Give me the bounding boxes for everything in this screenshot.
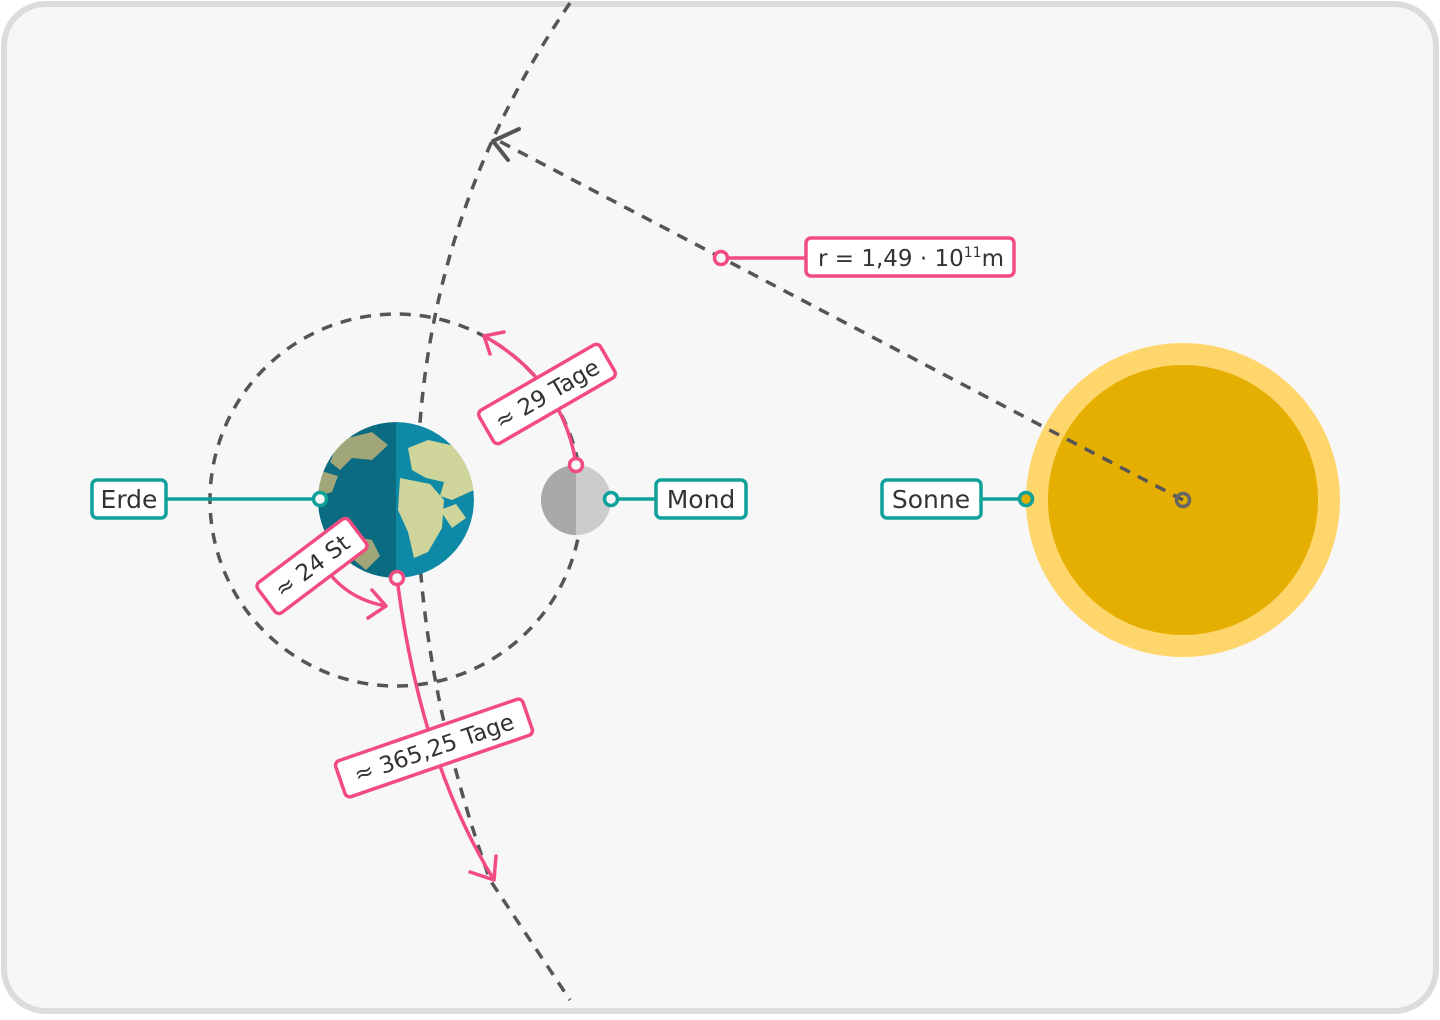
label-moon-text: Mond (667, 485, 736, 514)
radius-arrowhead (491, 127, 521, 162)
sun-anchor (1017, 490, 1035, 508)
sun-center-dot (1174, 491, 1192, 509)
year-period-anchor (388, 569, 406, 587)
radius-anchor (712, 249, 730, 267)
label-moon: Mond (654, 478, 748, 520)
day-period-arrowhead (366, 588, 388, 620)
year-period-arrowhead (468, 854, 498, 882)
label-sun: Sonne (880, 478, 983, 520)
label-earth-text: Erde (101, 485, 158, 514)
earth-anchor (311, 490, 329, 508)
label-earth: Erde (90, 478, 168, 520)
moon-period-arrowhead (482, 330, 506, 356)
label-sun-text: Sonne (892, 485, 970, 514)
moon-period-anchor (567, 456, 585, 474)
label-radius-text: r = 1,49 · 1011m (818, 245, 1004, 272)
radius-line-over-sun (1039, 423, 1184, 502)
moon-anchor (602, 490, 620, 508)
label-radius: r = 1,49 · 1011m (804, 236, 1016, 278)
moon (541, 465, 611, 535)
